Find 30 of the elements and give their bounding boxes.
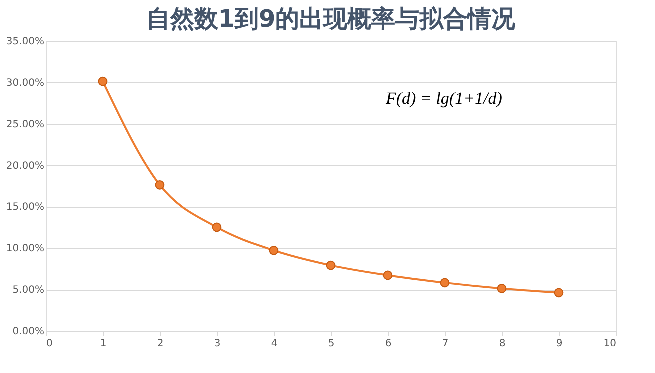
point [554,288,564,298]
y-tick-label: 20.00% [6,160,44,172]
x-tick-label: 9 [556,338,563,350]
x-tick-label: 8 [499,338,506,350]
x-tick-label: 2 [157,338,164,350]
point [383,270,393,280]
point [155,180,165,190]
x-tick-label: 1 [100,338,107,350]
x-tick-label: 4 [271,338,278,350]
y-tick-label: 0.00% [12,326,44,338]
x-tick-label: 6 [385,338,392,350]
chart-title: 自然数1到9的出现概率与拟合情况 [146,5,517,33]
x-tick-label: 10 [604,338,616,350]
x-tick-label: 5 [328,338,335,350]
y-tick-label: 10.00% [6,244,44,255]
y-tick-label: 5.00% [12,285,44,296]
y-tick-label: 30.00% [6,78,44,89]
point [269,246,279,256]
y-tick-label: 25.00% [6,119,44,130]
point [440,278,450,288]
point [326,260,336,270]
x-tick-label: 7 [442,338,449,350]
annotation: F(d) = lg(1+1/d) [385,89,503,108]
x-tick-label: 3 [214,338,221,350]
point [98,76,108,86]
point [497,284,507,294]
y-tick-label: 15.00% [6,202,44,214]
point [212,222,222,232]
x-tick-label: 0 [46,338,53,350]
y-tick-label: 35.00% [6,36,44,48]
